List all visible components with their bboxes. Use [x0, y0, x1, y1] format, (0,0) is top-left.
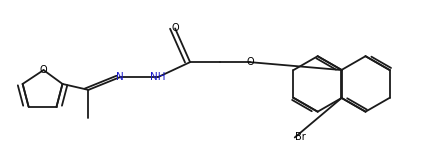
Text: Br: Br [295, 133, 306, 142]
Text: N: N [116, 72, 124, 82]
Text: O: O [171, 23, 179, 33]
Text: NH: NH [150, 72, 166, 82]
Text: O: O [246, 57, 254, 67]
Text: O: O [40, 65, 48, 75]
